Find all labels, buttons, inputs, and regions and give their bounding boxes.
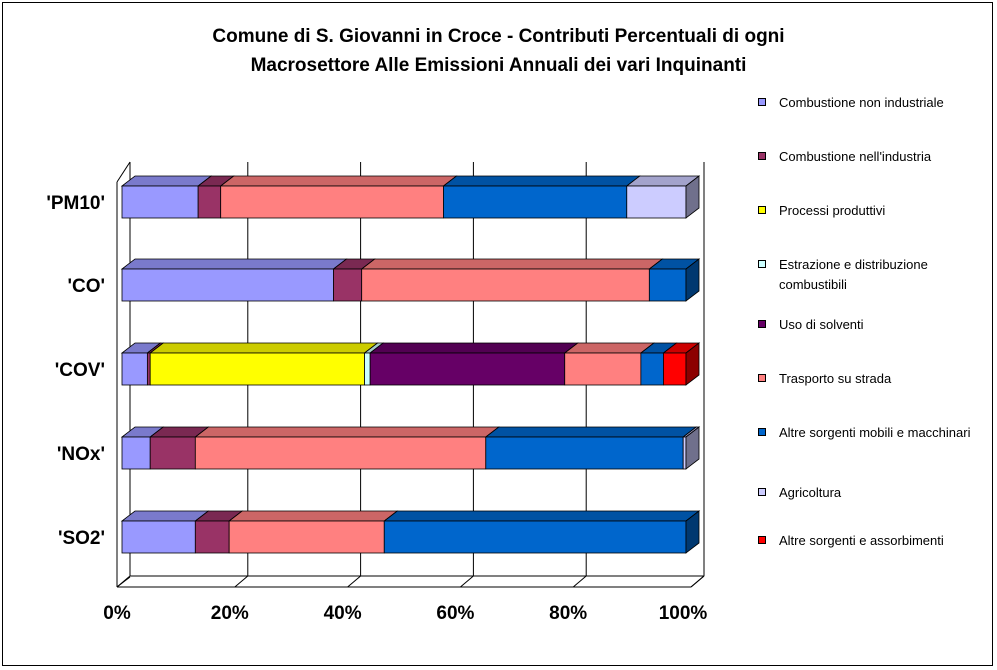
bar-segment-front [221, 186, 444, 218]
y-tick-label: 'NOx' [57, 444, 105, 465]
bar-segment-front [641, 353, 664, 385]
bar-segment-top [565, 343, 654, 353]
legend-label: Trasporto su strada [779, 369, 991, 389]
bar-segment [150, 343, 377, 385]
bar-segment-top [229, 511, 397, 521]
bar-segment [195, 427, 498, 469]
bar-segment-top [122, 176, 211, 186]
x-tick-label: 100% [659, 603, 708, 624]
bar-segment [221, 176, 457, 218]
x-tick-label: 60% [436, 603, 474, 624]
legend-label: Altre sorgenti e assorbimenti [779, 531, 991, 551]
legend-label: Altre sorgenti mobili e macchinari [779, 423, 991, 443]
bar-segment [486, 427, 696, 469]
bar-segment-front [663, 353, 686, 385]
bar-segment-front [443, 186, 626, 218]
bar-segment [362, 259, 663, 301]
legend-label: Processi produttivi [779, 201, 991, 221]
legend-swatch [758, 320, 766, 328]
legend-swatch [758, 488, 766, 496]
bar-segment-top [122, 511, 208, 521]
y-tick-label: 'PM10' [46, 193, 105, 214]
bar-segment-front [150, 353, 364, 385]
bar-segment-front [565, 353, 641, 385]
bar-segment [443, 176, 639, 218]
legend-swatch [758, 536, 766, 544]
bar-segment-top [443, 176, 639, 186]
legend-swatch [758, 428, 766, 436]
legend-swatch [758, 98, 766, 106]
bar-segment-front [229, 521, 384, 553]
bar-segment-front [122, 521, 195, 553]
x-tick-label: 20% [211, 603, 249, 624]
legend-label: Combustione non industriale [779, 93, 991, 113]
legend-label: Agricoltura [779, 483, 991, 503]
floor-gridline [460, 576, 473, 587]
bar-segment-front [384, 521, 686, 553]
bar-segment-front [195, 521, 229, 553]
bars [122, 176, 699, 553]
bar-segment-front [122, 437, 150, 469]
legend-label: Estrazione e distribuzione combustibili [779, 255, 991, 295]
bar-segment-front [195, 437, 485, 469]
legend-label: Uso di solventi [779, 315, 991, 335]
bar-segment-front [362, 269, 650, 301]
bar-segment-front [365, 353, 371, 385]
x-tick-label: 80% [549, 603, 587, 624]
bar-segment-front [486, 437, 683, 469]
bar-segment-top [370, 343, 578, 353]
floor-gridline [235, 576, 248, 587]
y-tick-label: 'COV' [55, 360, 105, 381]
bar-segment-front [198, 186, 221, 218]
bar-segment-front [649, 269, 686, 301]
x-tick-label: 40% [324, 603, 362, 624]
bar-segment [229, 511, 397, 553]
back-wall-top-edge [117, 162, 130, 182]
ticks: 'PM10' 'CO' 'COV' 'NOx' 'SO2' 0% 20% 40% 60% 80% 1… [46, 193, 707, 624]
bar-segment-front [147, 353, 150, 385]
bar-segment-front [122, 186, 198, 218]
y-tick-label: 'SO2' [58, 528, 105, 549]
legend-swatch [758, 260, 766, 268]
floor-gridline [691, 576, 704, 587]
bar-segment [370, 343, 578, 385]
bar-segment-front [334, 269, 362, 301]
bar-segment-top [150, 343, 377, 353]
x-tick-label: 0% [103, 603, 131, 624]
bar-segment-front [683, 437, 686, 469]
bar-segment-front [122, 269, 334, 301]
bar-segment-top [122, 259, 347, 269]
bar-segment-top [195, 427, 498, 437]
bar-segment [122, 259, 347, 301]
bar-segment-front [150, 437, 195, 469]
bar-segment-front [370, 353, 565, 385]
floor-gridline [117, 576, 130, 587]
floor-gridline [348, 576, 361, 587]
bar-segment-top [384, 511, 699, 521]
bar-segment [384, 511, 699, 553]
legend-label: Combustione nell'industria [779, 147, 991, 167]
bar-segment-front [627, 186, 686, 218]
bar-segment-top [486, 427, 696, 437]
legend-swatch [758, 152, 766, 160]
legend-swatch [758, 374, 766, 382]
bar-segment-top [221, 176, 457, 186]
bar-segment-top [362, 259, 663, 269]
legend-swatch [758, 206, 766, 214]
floor-gridline [573, 576, 586, 587]
y-tick-label: 'CO' [67, 276, 105, 297]
bar-segment-front [122, 353, 147, 385]
